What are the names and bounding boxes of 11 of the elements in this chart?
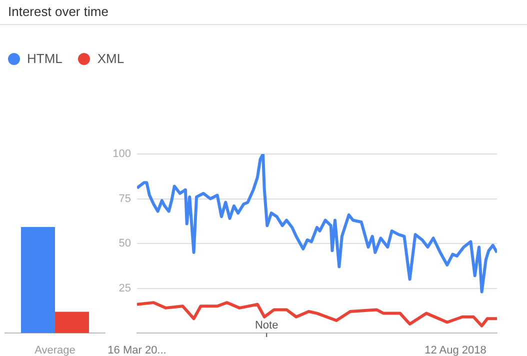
y-tick-label: 25	[118, 282, 131, 294]
legend-label: HTML	[27, 51, 62, 66]
x-tick-label: 16 Mar 20...	[108, 344, 166, 356]
chart-title: Interest over time	[8, 4, 108, 19]
x-tick-label: 12 Aug 2018	[424, 344, 486, 356]
legend-label: XML	[97, 51, 124, 66]
y-tick-label: 75	[118, 192, 131, 205]
y-tick-label: 100	[112, 148, 131, 160]
y-tick-label: 50	[118, 238, 131, 250]
x-tick-label: Average	[34, 344, 76, 356]
annotation: Note	[254, 320, 278, 332]
